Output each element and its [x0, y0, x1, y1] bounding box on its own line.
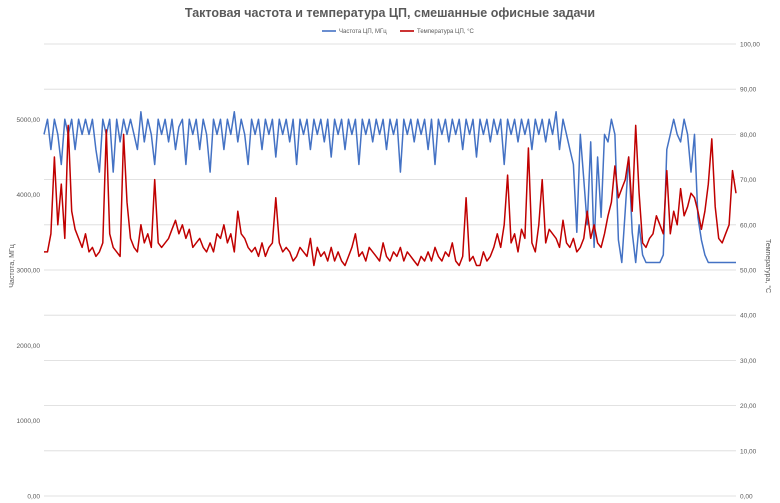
y-right-tick-label: 50,00 — [740, 268, 757, 275]
left-axis-ticks: 0,00 1000,00 2000,00 3000,00 4000,00 5000,00 — [17, 117, 41, 501]
right-axis-ticks: 0,00 10,00 20,00 30,00 40,00 50,00 60,00 70,00 8… — [740, 42, 760, 501]
y-right-tick-label: 70,00 — [740, 177, 757, 184]
y-right-tick-label: 60,00 — [740, 222, 757, 229]
series-layer — [43, 111, 737, 267]
y-left-tick-label: 4000,00 — [17, 192, 41, 199]
y-right-tick-label: 40,00 — [740, 313, 757, 320]
legend-label: Частота ЦП, МГц — [339, 29, 387, 35]
legend: Частота ЦП, МГц Температура ЦП, °C — [322, 29, 474, 35]
y-right-tick-label: 80,00 — [740, 132, 757, 139]
grid — [44, 43, 736, 497]
legend-label: Температура ЦП, °C — [417, 29, 474, 35]
y-left-tick-label: 3000,00 — [17, 268, 41, 275]
y-right-tick-label: 100,00 — [740, 42, 760, 49]
chart-title: Тактовая частота и температура ЦП, смеша… — [185, 6, 595, 20]
y-right-axis-title: Температура, °C — [764, 239, 772, 293]
y-left-tick-label: 1000,00 — [17, 418, 41, 425]
y-left-tick-label: 0,00 — [27, 494, 40, 501]
y-left-axis-title: Частота, МГц — [9, 244, 16, 287]
y-right-tick-label: 20,00 — [740, 403, 757, 410]
y-right-tick-label: 30,00 — [740, 358, 757, 365]
frequency-series-line — [43, 111, 736, 264]
y-left-tick-label: 5000,00 — [17, 117, 41, 124]
y-right-tick-label: 10,00 — [740, 448, 757, 455]
y-right-tick-label: 0,00 — [740, 494, 753, 501]
y-left-tick-label: 2000,00 — [17, 343, 41, 350]
temperature-series-line — [44, 124, 737, 267]
y-right-tick-label: 90,00 — [740, 87, 757, 94]
